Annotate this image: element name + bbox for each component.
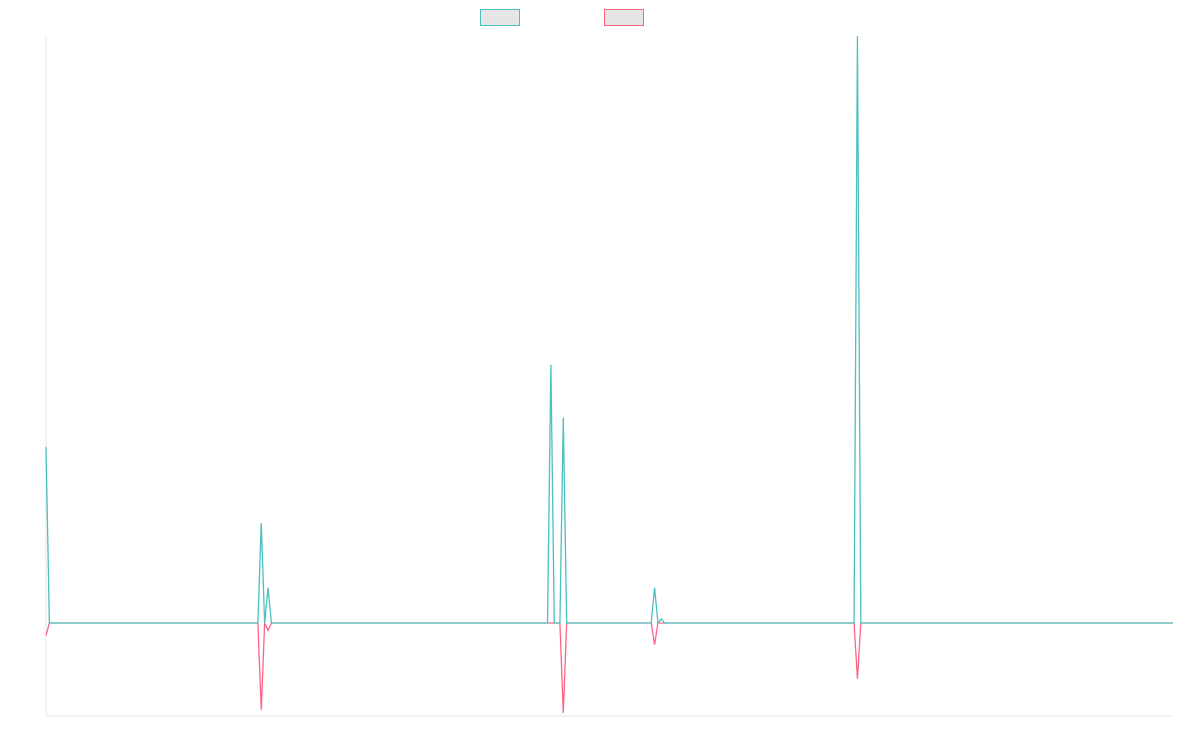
legend-swatch-teal[interactable] xyxy=(480,9,520,26)
series-line-teal xyxy=(45,35,1173,625)
series-line-pink xyxy=(45,622,1173,713)
legend-swatch-pink[interactable] xyxy=(604,9,644,26)
